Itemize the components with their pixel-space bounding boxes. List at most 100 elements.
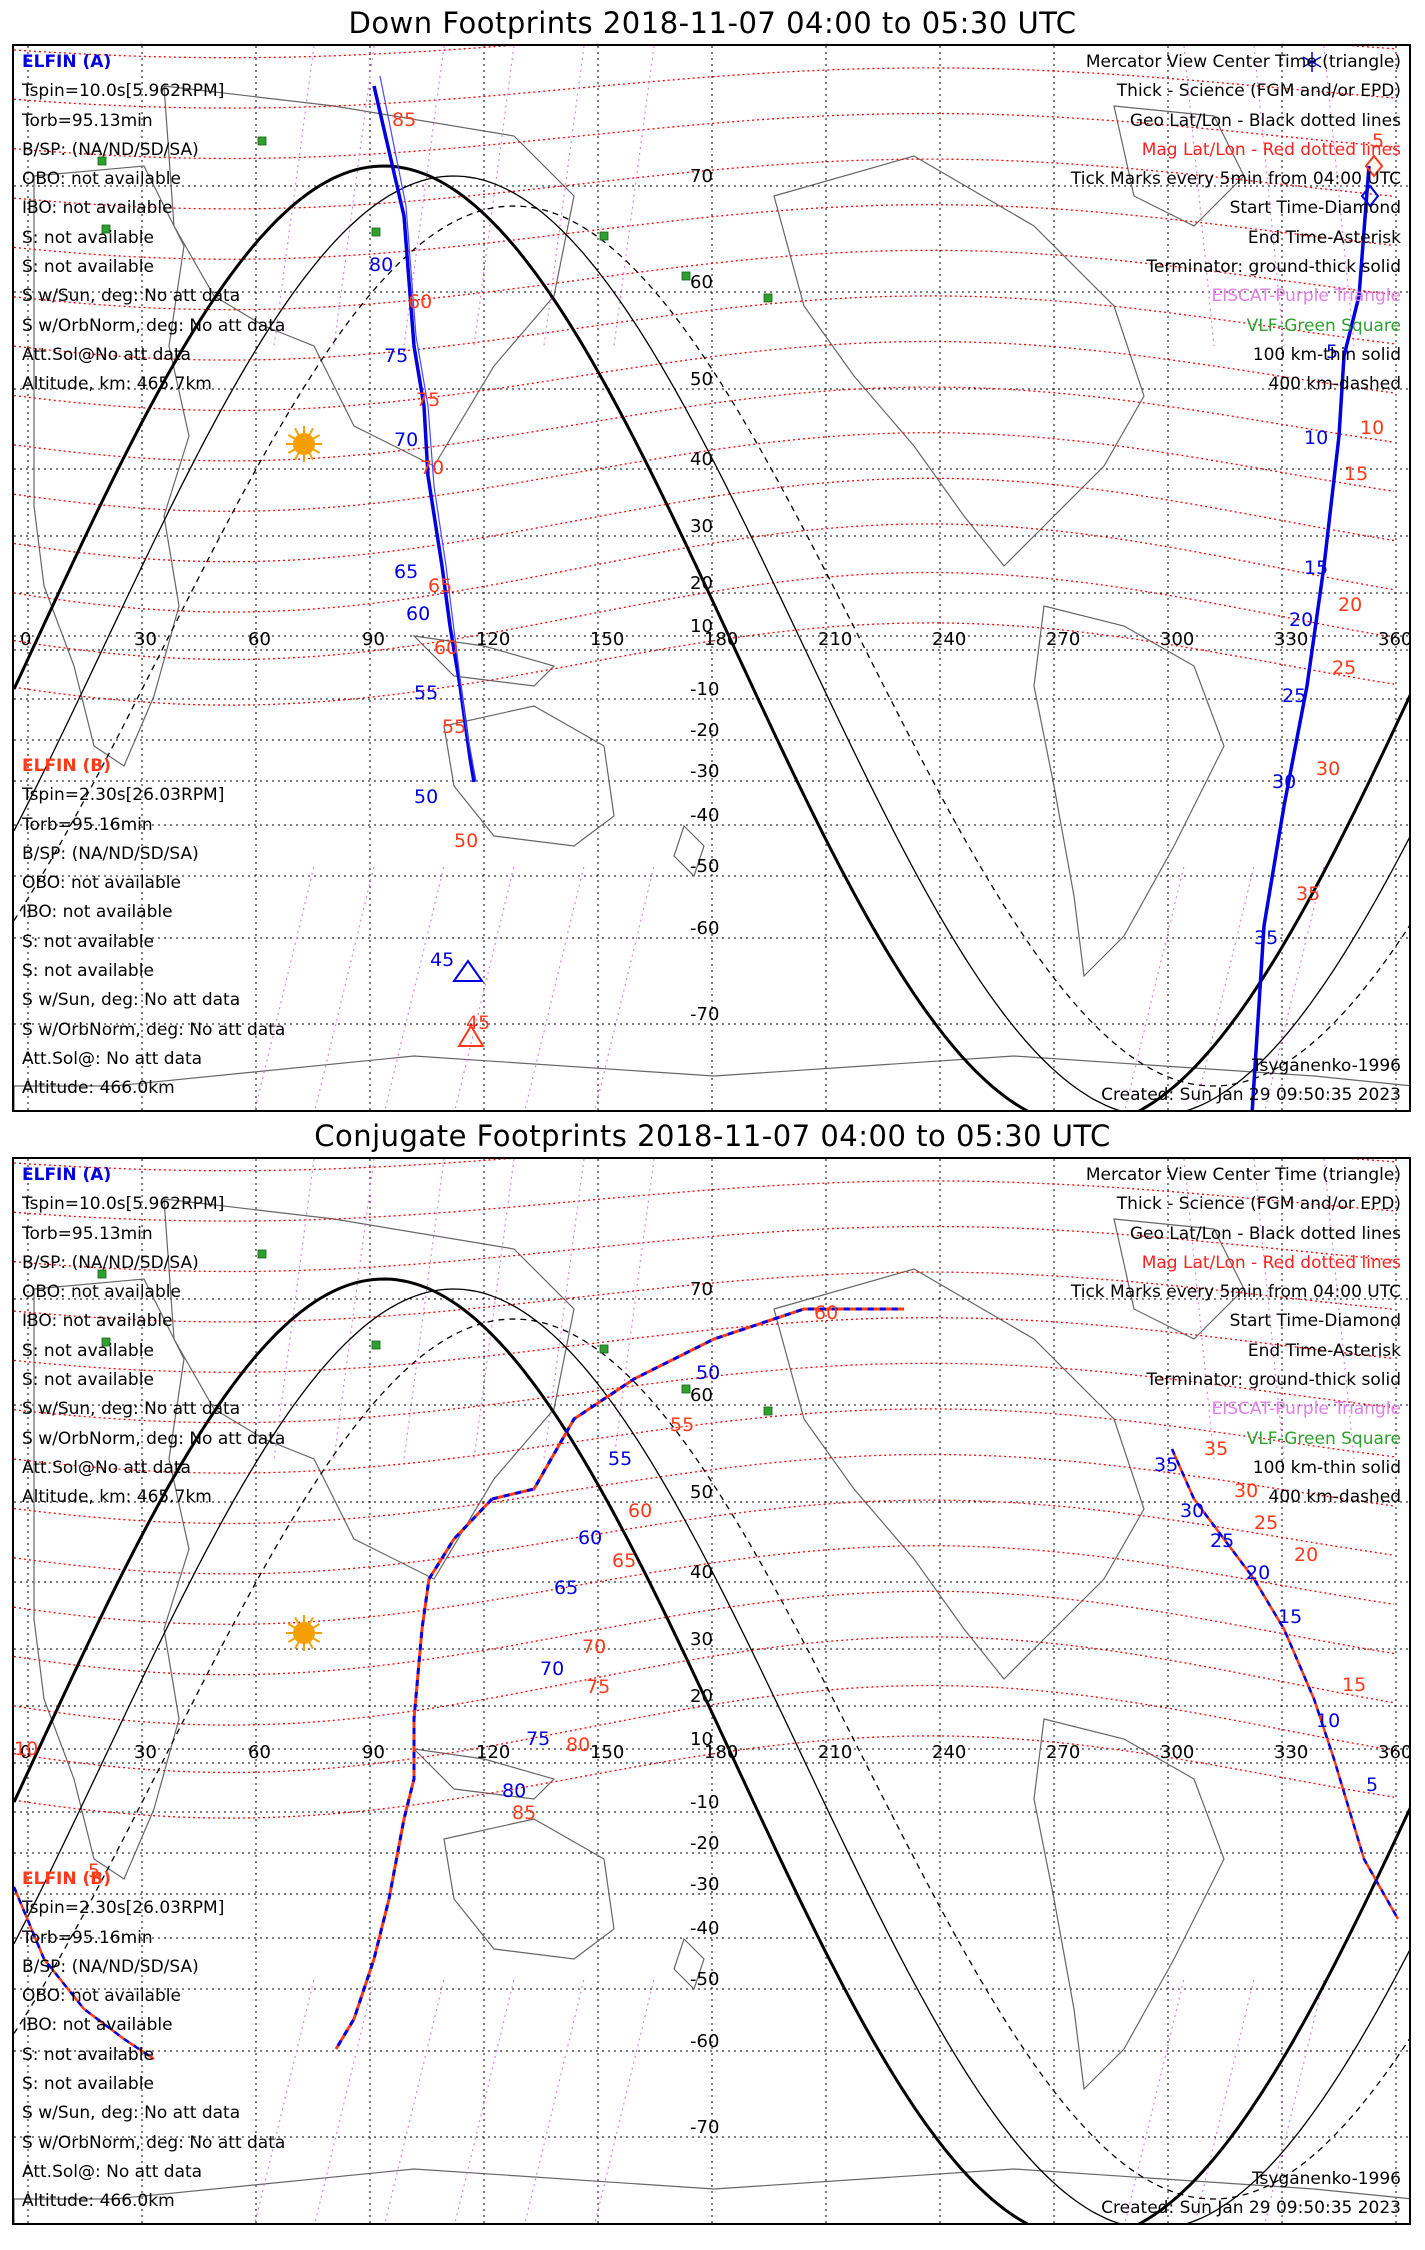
elfin-b-line: Torb=95.16min [22, 1927, 153, 1948]
continents [14, 85, 1409, 1110]
lon-tick-label: 240 [932, 1742, 966, 1763]
elfin-a-line: S w/Sun, deg: No att data [22, 286, 241, 307]
legend-item: Start Time-Diamond [1229, 198, 1401, 219]
mag-latitude-line [14, 1180, 1395, 1222]
model-label: Tsyganenko-1996 [1251, 2169, 1401, 2189]
mag-latitude-line [14, 386, 1395, 462]
elfin-a-tick-label: 55 [414, 682, 438, 704]
lat-tick-label: 20 [690, 1686, 713, 1707]
elfin-a-tick-label: 25 [1282, 685, 1306, 707]
elfin-b-line: S w/Sun, deg: No att data [22, 2103, 241, 2124]
elfin-b-tick-label: 35 [1204, 1438, 1228, 1460]
lat-tick-label: 40 [690, 1562, 713, 1583]
elfin-b-line: S: not available [22, 961, 154, 982]
elfin-a-line: Altitude, km: 465.7km [22, 1487, 212, 1508]
elfin-b-line: Tspin=2.30s[26.03RPM] [22, 1898, 225, 1919]
elfin-b-label: ELFIN (B) [22, 1869, 112, 1889]
elfin-b-tick-label: 20 [1338, 594, 1362, 616]
lon-tick-label: 60 [248, 629, 271, 650]
continent-outline [33, 165, 190, 767]
mag-latitude-line [14, 158, 1395, 210]
lat-tick-label: 70 [690, 166, 713, 187]
vlf-station-square-icon [257, 1249, 267, 1259]
mag-meridian [594, 1978, 655, 2223]
mag-meridian [1194, 865, 1255, 1110]
elfin-b-line: B/SP: (NA/ND/SD/SA) [22, 1956, 199, 1977]
elfin-b-line: S: not available [22, 931, 154, 952]
terminator-100km [14, 1288, 1409, 2223]
axis-labels: 0 30 60 90 120 150 180 210 240 270 300 330 360 70 60 50… [20, 166, 1411, 1025]
terminator-100km [14, 175, 1409, 1110]
lon-tick-label: 0 [20, 629, 31, 650]
elfin-a-tick-label: 75 [526, 1728, 550, 1750]
lat-tick-label: 10 [690, 616, 713, 637]
mag-latitude-line [14, 1453, 1395, 1525]
lon-tick-label: 90 [362, 629, 385, 650]
geo-grid [14, 46, 1409, 1110]
sun-ray [308, 1616, 314, 1625]
mag-meridian [524, 865, 585, 1110]
mag-latitude-line [14, 571, 1395, 661]
terminator-ground [14, 1277, 1409, 2223]
lon-tick-label: 30 [134, 629, 157, 650]
elfin-a-tick-label: 10 [1304, 427, 1328, 449]
elfin-b-track [379, 75, 477, 782]
lat-tick-label: -40 [690, 805, 719, 826]
elfin-b-line: Att.Sol@: No att data [22, 1048, 203, 1069]
elfin-a-info: ELFIN (A) Tspin=10.0s[5.962RPM] Torb=95.… [22, 1161, 285, 1513]
mag-meridian [1183, 1159, 1215, 1460]
legend-item: EISCAT-Purple Triangle [1211, 1399, 1401, 1420]
lat-tick-label: 20 [690, 573, 713, 594]
lat-tick-label: -50 [690, 856, 719, 877]
mag-meridian [1183, 46, 1215, 347]
elfin-b-line: Att.Sol@: No att data [22, 2161, 203, 2182]
lat-tick-label: 40 [690, 449, 713, 470]
lon-tick-label: 360 [1378, 629, 1411, 650]
legend-item: 400 km-dashed [1268, 374, 1401, 395]
elfin-b-line: S: not available [22, 2074, 154, 2095]
mag-latitude-line [14, 1408, 1395, 1474]
elfin-b-tick-label: 25 [1332, 657, 1356, 679]
continent-outline [443, 705, 615, 847]
lon-tick-label: 300 [1160, 629, 1194, 650]
legend-item: Mercator View Center Time (triangle) [1085, 52, 1401, 72]
elfin-a-line: OBO: not available [22, 1282, 181, 1303]
mag-latitude-line [14, 622, 1395, 706]
elfin-b-tick-label: 60 [814, 1302, 838, 1324]
mag-latitude-line [14, 1735, 1395, 1819]
elfin-a-line: IBO: not available [22, 1311, 173, 1332]
geo-grid [14, 1159, 1409, 2223]
elfin-b-tick-label: 65 [428, 575, 452, 597]
mag-latitude-line [14, 523, 1395, 613]
mag-meridian [254, 1978, 315, 2223]
legend: Mercator View Center Time (triangle) Thic… [1071, 48, 1401, 400]
vlf-station-square-icon [681, 1384, 691, 1394]
mag-latitude-line [14, 1684, 1395, 1774]
mag-meridian [384, 1978, 445, 2223]
elfin-a-track-right [1250, 165, 1371, 1110]
elfin-a-line: S: not available [22, 1340, 154, 1361]
elfin-b-line: S: not available [22, 2044, 154, 2065]
elfin-a-line: B/SP: (NA/ND/SD/SA) [22, 1252, 199, 1273]
elfin-a-line: S w/OrbNorm, deg: No att data [22, 1428, 286, 1449]
lat-tick-label: 60 [690, 272, 713, 293]
lat-tick-label: -30 [690, 761, 719, 782]
lon-tick-label: 30 [134, 1742, 157, 1763]
mag-meridian [403, 1159, 445, 1460]
elfin-b-line: S w/OrbNorm, deg: No att data [22, 1019, 286, 1040]
elfin-b-tick-label: 5 [88, 1860, 100, 1882]
elfin-b-info: ELFIN (B) Tspin=2.30s[26.03RPM] Torb=95.… [22, 1865, 285, 2217]
vlf-station-square-icon [371, 1340, 381, 1350]
mag-meridian [524, 1978, 585, 2223]
mag-latitude-line [14, 295, 1395, 361]
mag-meridian [333, 1159, 375, 1460]
continent-outline [33, 1278, 190, 1880]
legend-item: 100 km-thin solid [1252, 1457, 1401, 1478]
vlf-station-square-icon [257, 136, 267, 146]
sun-ray [294, 427, 300, 436]
continent-outline [163, 85, 575, 467]
continent-outline [443, 1818, 615, 1960]
mag-meridians [254, 1159, 1355, 2223]
elfin-a-tick-label: 35 [1154, 1454, 1178, 1476]
